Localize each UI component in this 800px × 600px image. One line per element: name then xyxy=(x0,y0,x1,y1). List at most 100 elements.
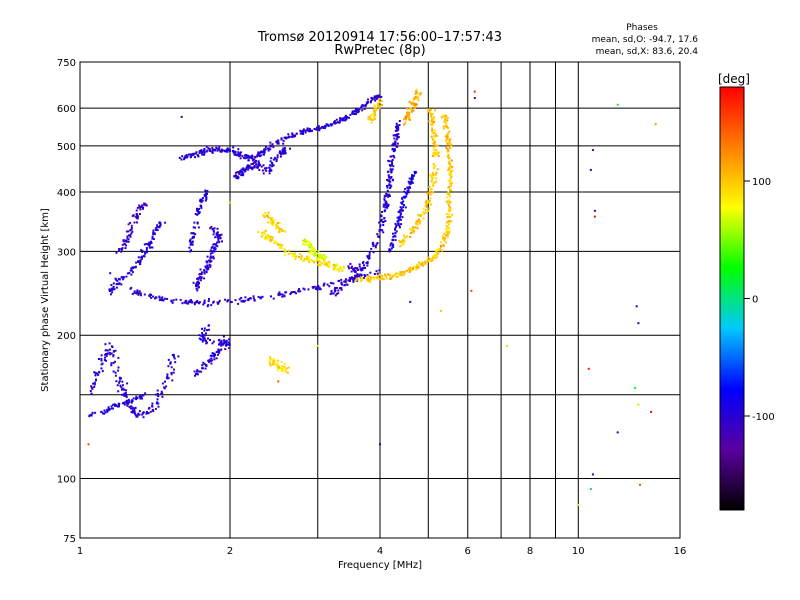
data-point xyxy=(213,148,216,151)
data-point xyxy=(417,267,420,269)
data-point xyxy=(339,287,342,290)
data-point xyxy=(410,107,413,110)
data-point xyxy=(135,213,138,215)
data-point xyxy=(127,223,130,226)
data-point xyxy=(449,138,452,141)
data-point xyxy=(117,402,120,405)
data-point xyxy=(216,231,219,234)
data-point xyxy=(275,224,278,226)
data-point xyxy=(431,191,434,194)
data-point xyxy=(277,142,280,145)
data-point xyxy=(216,301,219,304)
data-point xyxy=(211,251,214,254)
data-point xyxy=(414,103,417,106)
data-point xyxy=(378,221,381,224)
data-point xyxy=(197,370,200,373)
data-point xyxy=(218,147,221,150)
data-point xyxy=(220,342,223,345)
data-point xyxy=(397,133,400,136)
data-point xyxy=(380,99,383,102)
data-point xyxy=(276,154,279,157)
data-point xyxy=(267,216,270,219)
data-point xyxy=(197,155,200,158)
data-point xyxy=(161,296,164,299)
data-point xyxy=(334,294,337,297)
data-point xyxy=(423,263,426,266)
data-point xyxy=(370,118,373,121)
data-point xyxy=(429,197,432,200)
data-point xyxy=(268,166,271,169)
data-point xyxy=(267,234,269,237)
data-point xyxy=(444,117,447,120)
data-point xyxy=(445,228,448,231)
data-point xyxy=(127,240,130,243)
data-point xyxy=(170,373,173,376)
data-point xyxy=(153,233,156,236)
data-point xyxy=(127,398,130,401)
data-point xyxy=(287,249,290,252)
data-point xyxy=(144,202,147,205)
data-point xyxy=(110,284,113,286)
data-point xyxy=(427,192,430,194)
data-point xyxy=(410,110,413,113)
data-point xyxy=(263,167,266,170)
data-point xyxy=(117,249,120,252)
data-point xyxy=(336,121,339,124)
data-point xyxy=(449,179,452,182)
data-point xyxy=(265,167,268,169)
data-point xyxy=(110,352,113,355)
data-point xyxy=(366,256,369,259)
data-point xyxy=(283,366,286,369)
data-point xyxy=(131,230,134,233)
data-point xyxy=(116,279,119,282)
data-point xyxy=(101,370,104,373)
data-point xyxy=(196,213,199,216)
data-point xyxy=(131,407,134,410)
data-point xyxy=(206,261,209,264)
data-point xyxy=(120,250,123,253)
data-point xyxy=(281,229,284,232)
data-point xyxy=(130,405,133,408)
data-point xyxy=(384,209,387,212)
data-point xyxy=(213,227,216,230)
data-point xyxy=(442,114,445,117)
data-point xyxy=(124,247,127,250)
data-point xyxy=(394,227,397,230)
data-point xyxy=(108,342,111,345)
data-point xyxy=(236,177,239,180)
data-point xyxy=(141,207,144,210)
data-point xyxy=(276,369,279,372)
data-point xyxy=(432,138,435,141)
data-point xyxy=(205,197,208,200)
colorbar xyxy=(719,86,745,511)
data-point xyxy=(161,395,164,398)
data-point xyxy=(196,210,199,213)
data-point xyxy=(157,402,160,405)
data-point xyxy=(398,226,401,229)
data-point xyxy=(392,134,395,137)
data-point xyxy=(138,410,141,413)
data-point xyxy=(429,174,432,177)
data-point xyxy=(283,152,286,155)
data-point xyxy=(203,269,206,271)
x-tick-label: 2 xyxy=(227,546,233,557)
data-point xyxy=(258,162,261,165)
data-point xyxy=(148,243,151,246)
data-point xyxy=(93,385,96,388)
data-point xyxy=(420,213,423,216)
data-point xyxy=(156,389,159,392)
data-point xyxy=(351,265,353,268)
data-point xyxy=(386,178,388,181)
data-point xyxy=(208,263,211,266)
data-point xyxy=(172,371,175,374)
data-point xyxy=(158,295,161,298)
data-point xyxy=(432,148,435,151)
data-point xyxy=(112,282,115,285)
data-point xyxy=(368,257,371,259)
data-point xyxy=(196,369,199,372)
data-point xyxy=(404,188,407,190)
data-point xyxy=(150,242,153,244)
data-point xyxy=(306,258,309,261)
data-point xyxy=(388,183,391,186)
data-point xyxy=(253,158,256,161)
